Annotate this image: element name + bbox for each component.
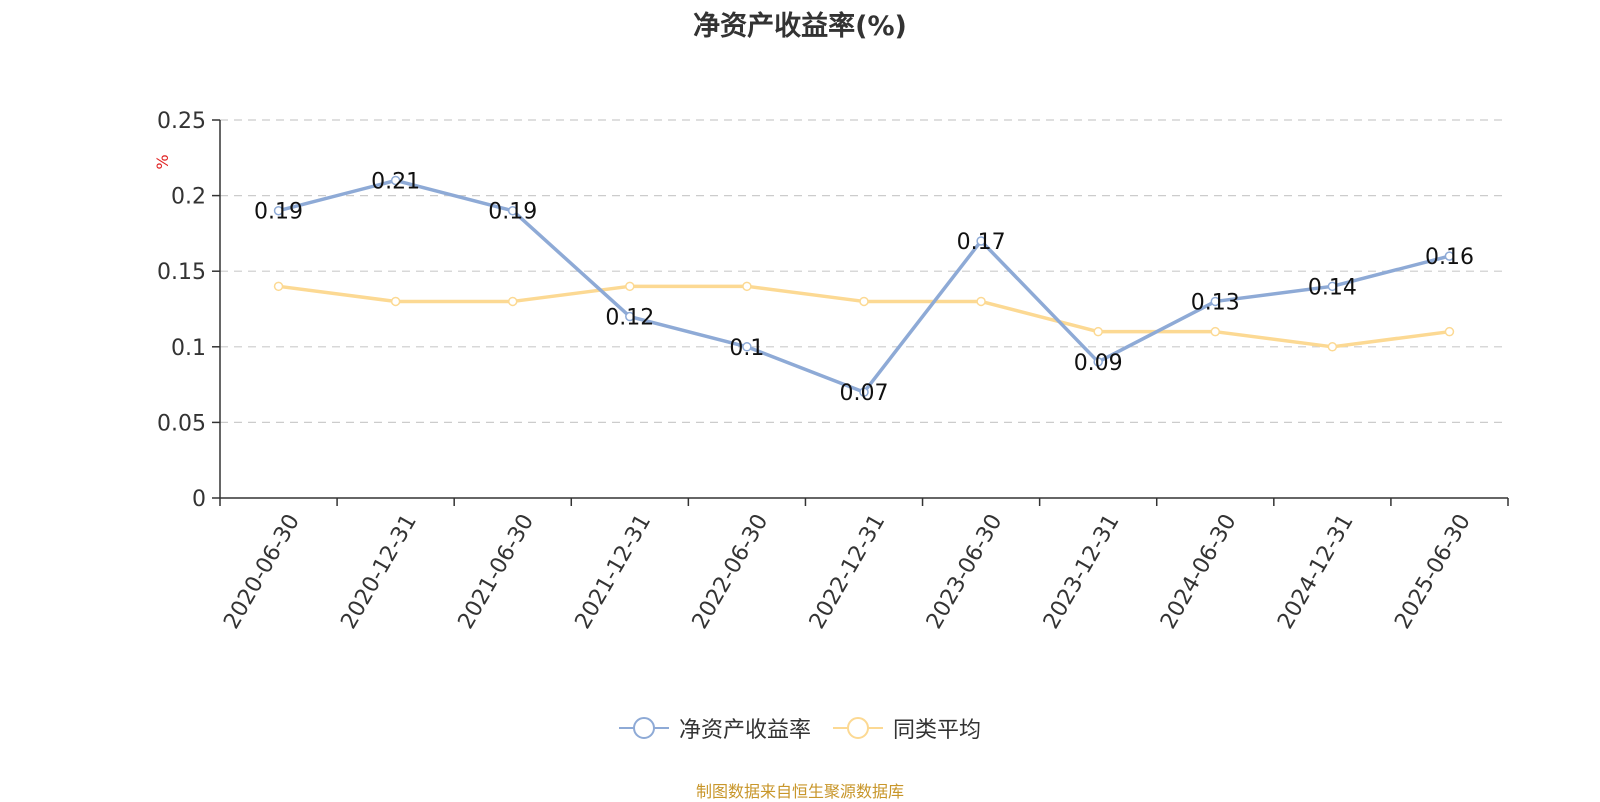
data-point-roe — [859, 387, 869, 397]
data-label-roe: 0.09 — [1074, 351, 1123, 376]
data-label-roe: 0.16 — [1425, 245, 1474, 270]
y-tick-label: 0.25 — [157, 109, 206, 134]
y-tick-label: 0.1 — [171, 336, 206, 361]
legend-swatch-roe — [618, 716, 669, 740]
data-label-roe: 0.07 — [840, 381, 889, 406]
x-tick-label: 2024-06-30 — [1156, 510, 1242, 633]
legend-label-peer-average: 同类平均 — [893, 718, 982, 743]
y-tick-label: 0.05 — [157, 411, 206, 436]
data-label-roe: 0.19 — [254, 200, 303, 225]
legend-item-roe[interactable]: 净资产收益率 — [618, 712, 811, 744]
data-point-roe — [742, 342, 752, 352]
data-point-roe — [1210, 296, 1221, 307]
y-tick-label: 0.2 — [171, 185, 206, 210]
data-point-roe — [390, 175, 401, 186]
data-point-roe — [1327, 281, 1338, 292]
data-label-roe: 0.17 — [957, 230, 1006, 255]
series-line-roe — [278, 178, 1450, 394]
data-label-roe: 0.12 — [605, 306, 654, 331]
x-tick-label: 2023-12-31 — [1039, 510, 1125, 633]
data-point-peer-average — [976, 296, 986, 307]
data-point-roe — [273, 205, 284, 216]
data-point-peer-average — [1093, 326, 1103, 337]
x-tick-label: 2021-06-30 — [454, 510, 540, 633]
data-point-peer-average — [1444, 326, 1455, 337]
x-tick-label: 2020-06-30 — [219, 510, 305, 633]
x-tick-label: 2022-12-31 — [805, 510, 891, 633]
legend-item-peer-average[interactable]: 同类平均 — [833, 712, 981, 744]
data-point-roe — [976, 236, 986, 246]
data-label-roe: 0.21 — [371, 169, 420, 194]
data-point-peer-average — [390, 296, 401, 307]
y-tick-label: 0 — [192, 487, 206, 512]
x-tick-label: 2024-12-31 — [1273, 510, 1359, 633]
data-point-roe — [507, 205, 518, 216]
data-label-roe: 0.19 — [488, 200, 537, 225]
data-point-peer-average — [625, 281, 635, 292]
legend-label-roe: 净资产收益率 — [678, 718, 811, 743]
x-tick-label: 2025-06-30 — [1390, 510, 1476, 633]
data-label-roe: 0.14 — [1308, 275, 1357, 300]
data-point-peer-average — [273, 281, 284, 292]
y-axis-unit-label: % — [153, 154, 172, 169]
legend-swatch-peer-average — [833, 716, 883, 740]
x-tick-label: 2023-06-30 — [922, 510, 1008, 633]
data-label-roe: 0.1 — [729, 336, 764, 361]
data-point-peer-average — [742, 281, 752, 292]
data-point-peer-average — [859, 296, 869, 307]
x-tick-label: 2020-12-31 — [336, 510, 422, 633]
source-note: 制图数据来自恒生聚源数据库 — [695, 782, 904, 801]
data-point-peer-average — [507, 296, 518, 307]
data-point-roe — [625, 311, 635, 322]
legend: 净资产收益率 同类平均 — [0, 712, 1600, 744]
data-point-roe — [1093, 357, 1103, 367]
x-tick-label: 2021-12-31 — [571, 510, 657, 633]
x-tick-label: 2022-06-30 — [688, 510, 774, 633]
data-point-roe — [1444, 251, 1455, 261]
data-label-roe: 0.13 — [1191, 290, 1240, 315]
data-point-peer-average — [1327, 342, 1338, 352]
chart-title: 净资产收益率(%) — [693, 11, 907, 42]
data-point-peer-average — [1210, 326, 1221, 337]
y-tick-label: 0.15 — [157, 260, 206, 285]
